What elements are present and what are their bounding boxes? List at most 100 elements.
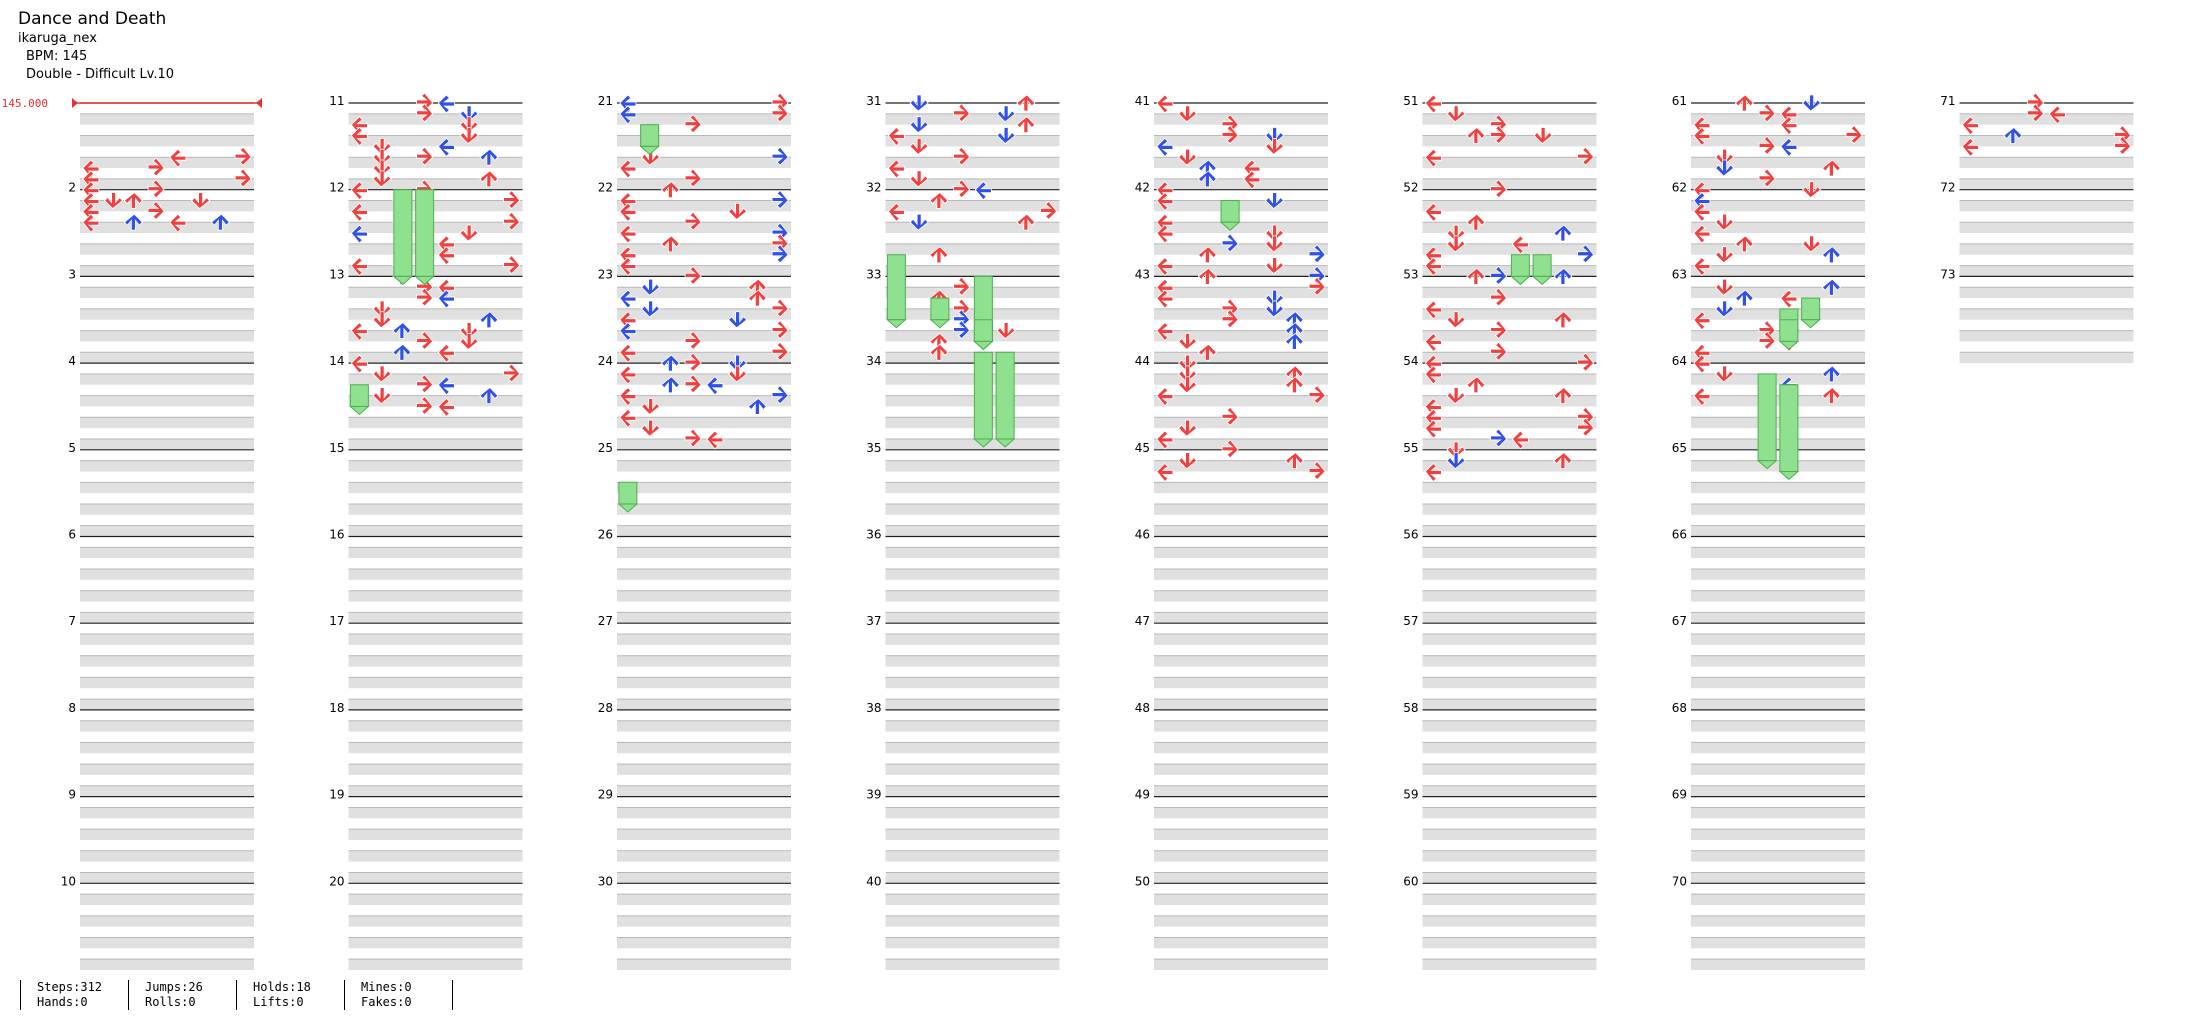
beat-band [1691, 395, 1865, 407]
arrow-l [350, 116, 368, 136]
arrow-d [1178, 365, 1198, 383]
stat-group: Mines:0 Fakes:0 [344, 980, 451, 1010]
arrow-l [1424, 256, 1442, 277]
beat-band [348, 178, 523, 190]
arrow-l [1243, 159, 1261, 179]
beat-band [617, 655, 791, 667]
arrow-d [1178, 333, 1198, 350]
arrow-u [747, 397, 767, 415]
beat-band [1959, 200, 2134, 212]
measure-9: 9 [68, 788, 254, 884]
beat-band [1154, 287, 1328, 299]
beat-band [885, 569, 1060, 580]
beat-band [80, 438, 254, 450]
arrow-u [1197, 267, 1217, 285]
measure-46: 46 [1135, 528, 1328, 624]
arrow-d [1715, 148, 1735, 166]
beat-band [617, 959, 791, 970]
measure-67: 67 [1672, 614, 1865, 710]
beat-band [1691, 308, 1865, 320]
arrow-l [619, 322, 637, 342]
arrow-l [619, 408, 637, 428]
arrow-d [728, 202, 748, 220]
measure-number: 71 [1940, 94, 1955, 108]
arrow-d [1265, 192, 1285, 210]
beat-band [348, 417, 523, 429]
beat-band [1154, 135, 1328, 147]
beat-band [1691, 265, 1865, 277]
arrow-r [771, 319, 789, 340]
arrow-u [1016, 116, 1036, 134]
arrow-d [1446, 235, 1466, 253]
arrow-l [1243, 170, 1261, 190]
measure-39: 39 [866, 788, 1060, 884]
beat-band [1154, 330, 1328, 342]
stat-value: Hands:0 [37, 995, 88, 1009]
beat-band [1154, 634, 1328, 645]
arrow-r [1758, 168, 1776, 188]
beat-band [1154, 829, 1328, 840]
beat-band [1691, 764, 1865, 775]
beat-band [885, 373, 1060, 385]
arrow-r [1308, 385, 1326, 405]
measure-number: 9 [68, 788, 76, 802]
beat-band [1422, 135, 1597, 147]
arrow-l [706, 430, 724, 450]
arrow-r [416, 146, 434, 166]
beat-band [1154, 764, 1328, 775]
measure-13: 13 [329, 267, 523, 364]
measure-27: 27 [598, 614, 791, 710]
arrow-u [1821, 365, 1841, 383]
arrow-d [909, 94, 929, 112]
arrow-r [234, 146, 252, 166]
beat-band [1422, 569, 1597, 580]
measure-6: 6 [68, 528, 254, 624]
arrow-l [82, 170, 100, 190]
arrow-l [1424, 202, 1442, 222]
arrow-u [1016, 94, 1036, 112]
beat-band [1422, 330, 1597, 342]
beat-band [1959, 308, 2134, 320]
arrow-d [1715, 365, 1735, 383]
beat-band [885, 395, 1060, 407]
measure-number: 27 [598, 614, 613, 628]
beat-band [348, 569, 523, 580]
beat-band [1154, 894, 1328, 905]
arrow-u [1284, 332, 1304, 350]
beat-band [1422, 395, 1597, 407]
beat-band [1422, 438, 1597, 450]
beat-band [80, 157, 254, 169]
measure-57: 57 [1403, 614, 1597, 710]
beat-band [617, 742, 791, 754]
beat-band [617, 829, 791, 840]
arrow-d [459, 333, 479, 350]
measure-50: 50 [1135, 874, 1328, 970]
arrow-r [684, 352, 702, 372]
stat-value: Fakes:0 [361, 995, 412, 1009]
arrow-d [641, 300, 661, 318]
arrow-r [1577, 417, 1595, 437]
arrow-d [1446, 452, 1466, 470]
beat-band [885, 872, 1060, 884]
arrow-r [416, 92, 434, 112]
beat-band [617, 308, 791, 320]
beat-band [885, 655, 1060, 667]
beat-band [1154, 569, 1328, 580]
beat-band [80, 569, 254, 580]
arrow-r [771, 189, 789, 210]
bpm-label: 145.000 [2, 97, 48, 110]
arrow-l [350, 322, 368, 342]
measure-52: 52 [1403, 181, 1597, 277]
beat-band [1691, 720, 1865, 732]
arrow-r [1490, 179, 1508, 199]
beat-band [617, 807, 791, 819]
measure-number: 51 [1403, 94, 1418, 108]
measure-60: 60 [1403, 874, 1597, 970]
arrow-d [1715, 159, 1735, 177]
measure-number: 35 [866, 441, 881, 455]
arrow-l [619, 224, 637, 244]
arrow-u [210, 213, 230, 231]
hold-note [414, 189, 435, 286]
beat-band [617, 612, 791, 624]
arrow-r [2114, 124, 2132, 145]
